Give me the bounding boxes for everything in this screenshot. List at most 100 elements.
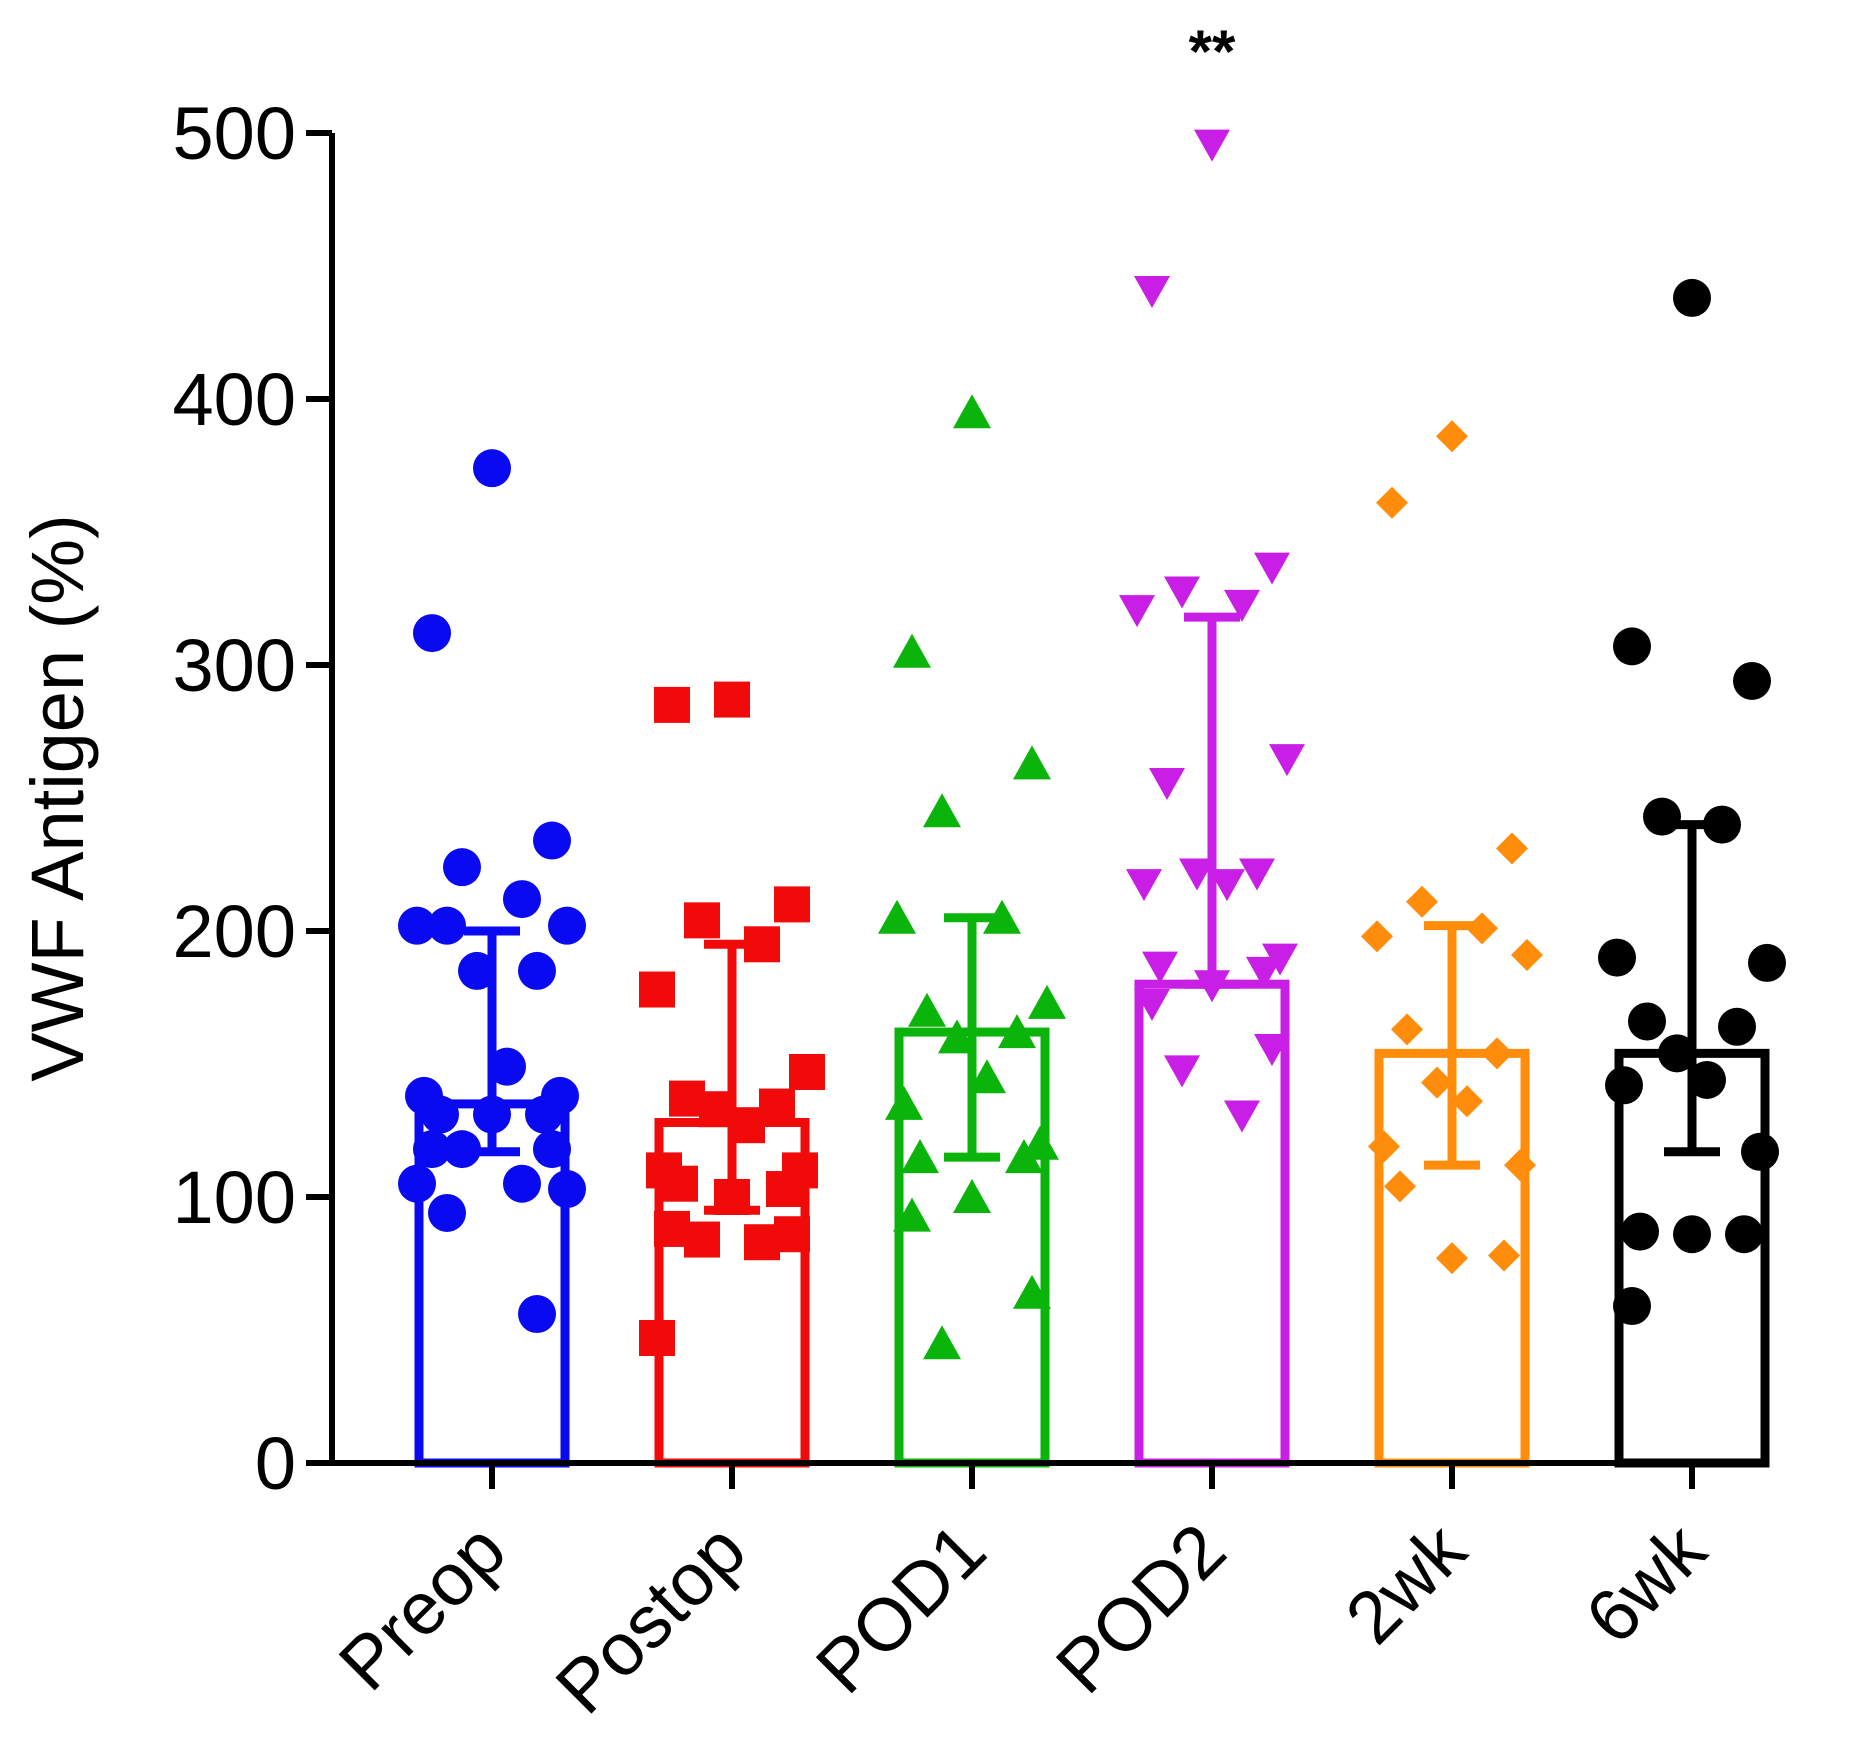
data-point	[1613, 1287, 1651, 1326]
y-tick-label: 400	[173, 358, 296, 441]
ticks-layer: 0 100 200 300 400 500 Preop Postop POD1 POD2 2wk 6w…	[173, 92, 1722, 1729]
data-point	[1164, 576, 1200, 609]
data-point	[1621, 1212, 1659, 1251]
data-point	[1149, 768, 1185, 801]
x-tick-label: Postop	[540, 1508, 762, 1730]
data-point	[518, 951, 556, 990]
data-point	[1496, 832, 1528, 865]
data-point	[1436, 420, 1468, 453]
data-point	[1748, 943, 1786, 982]
data-point	[789, 1053, 825, 1090]
data-point	[548, 1170, 586, 1209]
errors-layer	[464, 612, 1720, 1215]
data-point	[1134, 275, 1170, 308]
data-point	[503, 1164, 541, 1203]
data-point	[1224, 1100, 1260, 1133]
data-point	[1628, 1002, 1666, 1041]
data-point	[1688, 1060, 1726, 1099]
data-point	[1658, 1034, 1696, 1073]
data-point	[1164, 1055, 1200, 1088]
x-tick-label: POD2	[1040, 1508, 1241, 1709]
data-point	[1126, 869, 1162, 902]
data-point	[684, 1221, 720, 1258]
data-point	[518, 1295, 556, 1334]
data-point	[1179, 858, 1215, 891]
x-tick-label: 2wk	[1330, 1507, 1482, 1659]
data-point	[1142, 951, 1178, 984]
data-point	[533, 1130, 571, 1169]
data-point	[1119, 595, 1155, 628]
bars-layer	[414, 979, 1770, 1468]
data-point	[893, 633, 931, 668]
data-point	[1488, 1239, 1520, 1272]
data-point	[1269, 744, 1305, 777]
data-point	[443, 848, 481, 887]
data-point	[953, 394, 991, 429]
bar	[1134, 979, 1290, 1468]
data-point	[774, 886, 810, 923]
data-point	[413, 614, 451, 653]
data-point	[714, 681, 750, 718]
data-point	[1005, 1139, 1043, 1174]
data-point	[1254, 552, 1290, 585]
data-point	[1361, 920, 1393, 953]
data-point	[1741, 1132, 1779, 1171]
data-point	[1436, 1242, 1468, 1275]
data-point	[1643, 797, 1681, 836]
data-point	[1368, 1130, 1400, 1163]
y-tick-label: 200	[173, 890, 296, 973]
data-point	[488, 1047, 526, 1086]
x-tick-label: Preop	[323, 1508, 521, 1706]
x-tick-label: POD1	[800, 1508, 1001, 1709]
data-point	[893, 1197, 931, 1232]
data-point	[1028, 984, 1066, 1019]
data-point	[1013, 745, 1051, 780]
data-point	[1421, 1066, 1453, 1099]
x-tick-label: 6wk	[1570, 1507, 1722, 1659]
data-point	[1613, 627, 1651, 666]
data-point	[548, 906, 586, 945]
data-point	[908, 992, 946, 1027]
data-point	[1673, 1215, 1711, 1254]
data-point	[1013, 1274, 1051, 1309]
axes-layer	[329, 133, 1768, 1466]
y-tick-label: 0	[255, 1422, 296, 1505]
data-point	[766, 1171, 802, 1208]
data-point	[1718, 1007, 1756, 1046]
data-point	[413, 1130, 451, 1169]
data-point	[923, 1325, 961, 1360]
data-point	[1209, 869, 1245, 902]
data-point	[398, 906, 436, 945]
data-point	[654, 686, 690, 723]
data-point	[443, 1130, 481, 1169]
data-point	[1605, 1066, 1643, 1105]
y-tick-label: 300	[173, 624, 296, 707]
data-point	[1239, 858, 1275, 891]
data-point	[1466, 912, 1498, 945]
data-point	[525, 1095, 563, 1134]
data-point	[953, 1179, 991, 1213]
data-point	[923, 793, 961, 828]
data-point	[938, 1019, 976, 1054]
data-point	[1703, 805, 1741, 844]
y-tick-label: 500	[173, 92, 296, 175]
data-point	[1384, 1170, 1416, 1203]
points-layer	[398, 129, 1786, 1360]
data-point	[639, 971, 675, 1008]
data-point	[1451, 1085, 1483, 1118]
data-point	[901, 1139, 939, 1174]
data-point	[1481, 1037, 1513, 1070]
data-point	[1376, 486, 1408, 519]
data-point	[1254, 1034, 1290, 1067]
data-point	[421, 1095, 459, 1134]
y-tick-label: 100	[173, 1156, 296, 1239]
data-point	[662, 1165, 698, 1202]
data-point	[684, 902, 720, 939]
data-point	[983, 899, 1021, 934]
data-point	[428, 906, 466, 945]
data-point	[458, 951, 496, 990]
data-point	[1134, 988, 1170, 1021]
data-point	[1598, 938, 1636, 977]
data-point	[1504, 1149, 1536, 1182]
